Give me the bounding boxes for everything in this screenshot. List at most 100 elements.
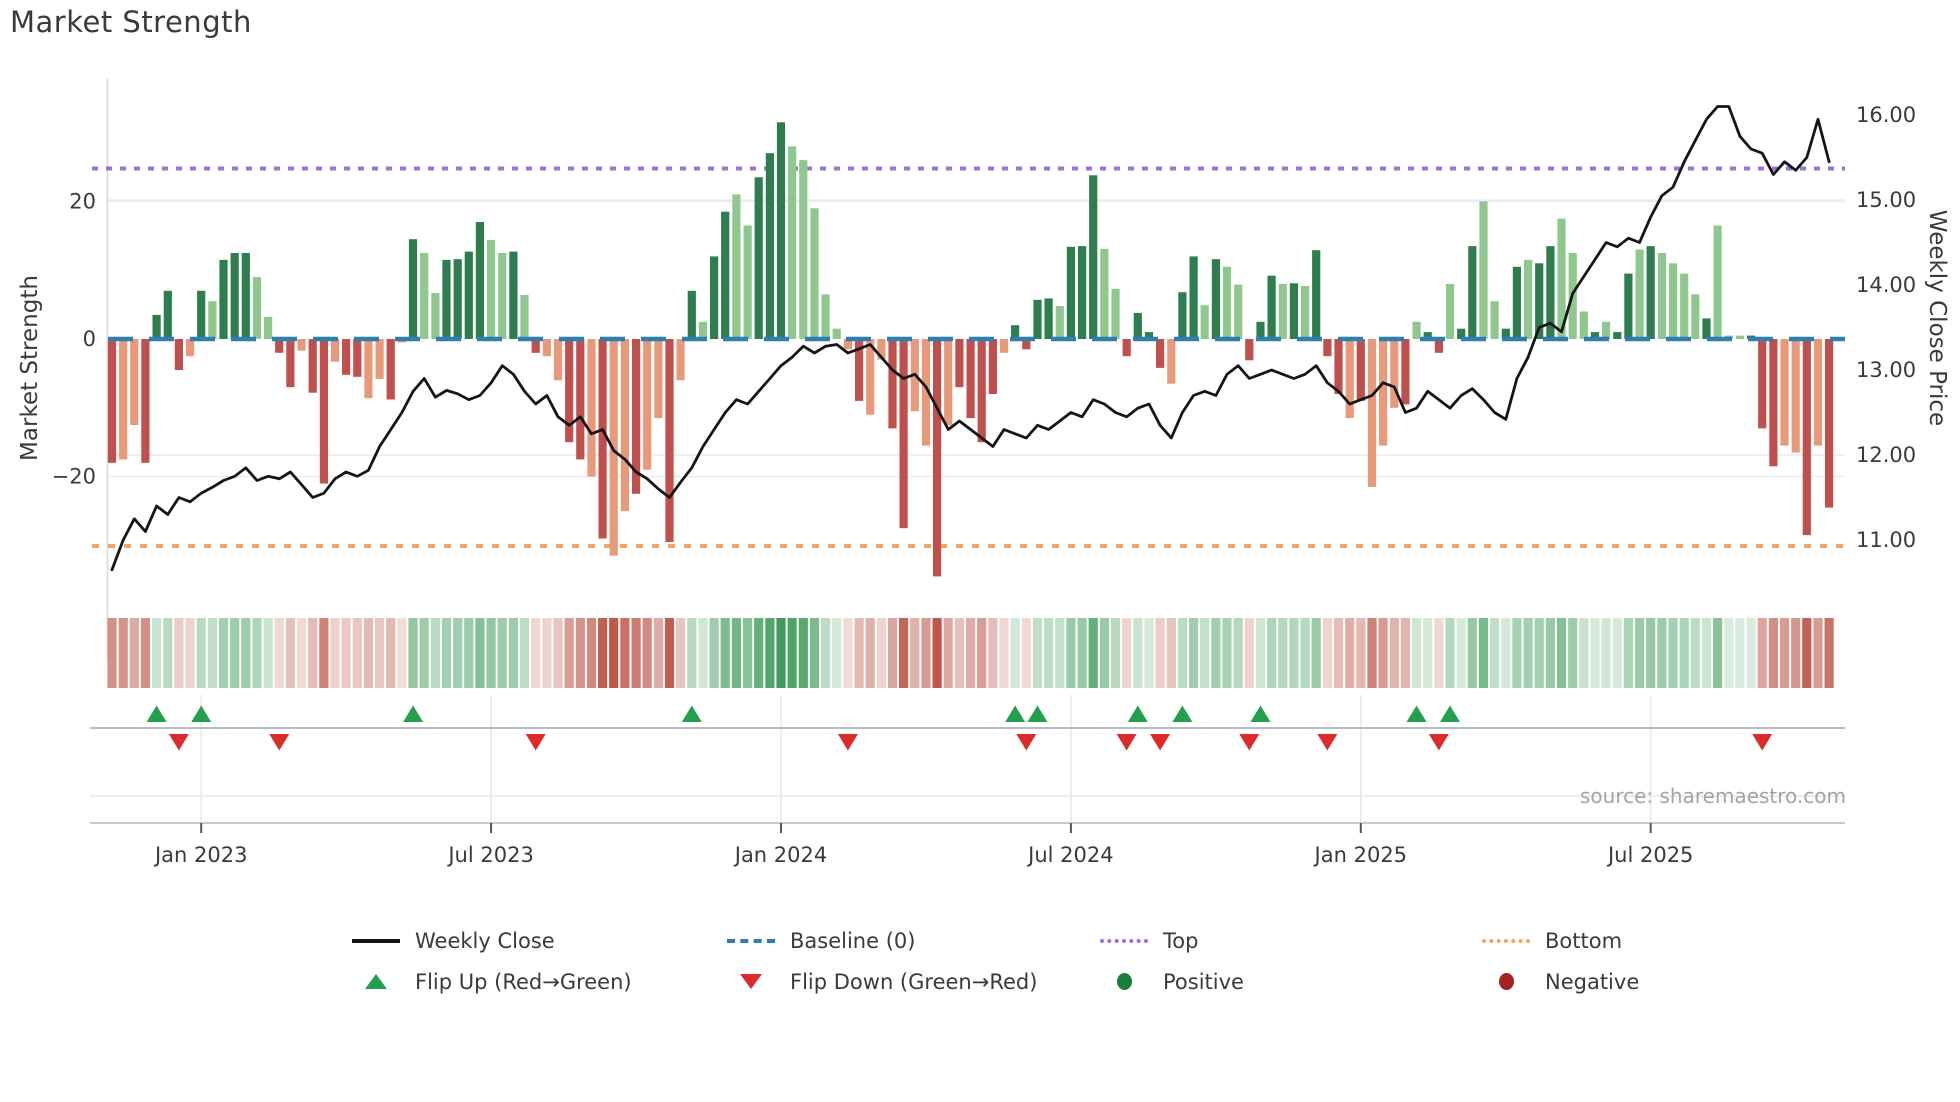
heatmap-cell <box>754 618 764 688</box>
flip-down-icon <box>1317 734 1338 751</box>
left-tick-label: 0 <box>83 327 96 351</box>
strength-bar <box>1791 339 1800 453</box>
heatmap-cell <box>464 618 474 688</box>
strength-bar <box>174 339 183 370</box>
strength-bar <box>1211 259 1220 339</box>
strength-bar <box>1278 284 1287 339</box>
flip-down-icon <box>1150 734 1171 751</box>
heatmap-cell <box>397 618 407 688</box>
heatmap-cell <box>285 618 295 688</box>
heatmap-cell <box>709 618 719 688</box>
strength-bar <box>1680 273 1689 339</box>
strength-bar <box>1535 263 1544 339</box>
heatmap-cell <box>330 618 340 688</box>
heatmap-cell <box>765 618 775 688</box>
legend-label-weekly-close: Weekly Close <box>415 928 555 953</box>
heatmap-cell <box>1055 618 1065 688</box>
heatmap-cell <box>230 618 240 688</box>
legend-label-flip-down: Flip Down (Green→Red) <box>790 969 1038 994</box>
legend-item-top: Top <box>1100 929 1482 953</box>
strength-bar <box>832 328 841 339</box>
strength-bar <box>252 277 262 339</box>
x-tick-label: Jan 2024 <box>733 843 828 867</box>
heatmap-cell <box>999 618 1009 688</box>
heatmap-cell <box>1757 618 1767 688</box>
positive-swatch-icon <box>1100 973 1148 990</box>
heatmap-cell <box>241 618 251 688</box>
legend-item-flip-down: Flip Down (Green→Red) <box>727 970 1100 994</box>
heatmap-cell <box>207 618 217 688</box>
strength-bar <box>1156 339 1165 368</box>
heatmap-cell <box>1345 618 1355 688</box>
heatmap-cell <box>698 618 708 688</box>
strength-bar <box>1813 339 1823 446</box>
strength-bar <box>1167 339 1176 384</box>
heatmap-cell <box>743 618 753 688</box>
strength-bar <box>319 339 328 484</box>
strength-bar <box>1133 312 1142 339</box>
heatmap-cell <box>531 618 541 688</box>
strength-bar <box>933 339 942 577</box>
strength-bar <box>1301 286 1310 339</box>
heatmap-cell <box>419 618 429 688</box>
legend-item-positive: Positive <box>1100 970 1482 994</box>
x-tick-label: Jan 2023 <box>153 843 248 867</box>
strength-bar <box>1780 339 1789 446</box>
strength-bar <box>1345 339 1354 419</box>
heatmap-cell <box>687 618 697 688</box>
heatmap-cell <box>163 618 173 688</box>
heatmap-cell <box>1077 618 1087 688</box>
x-tick-label: Jul 2023 <box>446 843 533 867</box>
heatmap-cell <box>1434 618 1444 688</box>
strength-bar <box>1178 292 1187 339</box>
heatmap-cell <box>1568 618 1578 688</box>
heatmap-cell <box>664 618 675 688</box>
strength-bar <box>776 122 786 339</box>
heatmap-cell <box>1278 618 1288 688</box>
strength-bar <box>1691 294 1700 339</box>
strength-bar <box>1713 225 1722 339</box>
strength-bar <box>308 339 317 393</box>
flip-down-markers <box>168 734 1773 751</box>
legend-item-flip-up: Flip Up (Red→Green) <box>352 970 727 994</box>
strength-bar <box>219 259 228 339</box>
x-tick-label: Jul 2025 <box>1606 843 1693 867</box>
strength-bar <box>264 317 273 339</box>
strength-bar <box>498 253 507 339</box>
strength-bar <box>1668 263 1678 339</box>
flip-up-icon <box>1172 705 1193 722</box>
heatmap-cell <box>575 618 585 688</box>
heatmap-cell <box>609 618 619 688</box>
heatmap-cell <box>352 618 362 688</box>
strength-bar <box>999 339 1009 353</box>
heatmap-cell <box>1166 618 1176 688</box>
strength-bar <box>877 339 886 360</box>
strength-bar <box>866 339 875 415</box>
strength-bar <box>197 290 206 339</box>
strength-bar <box>1022 339 1031 350</box>
strength-bar <box>1579 311 1588 339</box>
heatmap-cell <box>1445 618 1455 688</box>
legend-item-negative: Negative <box>1482 970 1852 994</box>
heatmap-cell <box>1300 618 1310 688</box>
heatmap-cell <box>1612 618 1622 688</box>
heatmap-cell <box>843 618 853 688</box>
right-axis-title: Weekly Close Price <box>1924 209 1950 427</box>
heatmap-cell <box>865 618 875 688</box>
strength-bar <box>353 339 362 377</box>
heatmap-cell <box>731 618 741 688</box>
strength-bar <box>944 339 953 425</box>
heatmap-cell <box>1534 618 1544 688</box>
strength-bar <box>788 146 797 339</box>
strength-bar <box>1825 339 1834 508</box>
heatmap-cell <box>408 618 418 688</box>
strength-bar <box>1758 339 1767 429</box>
heatmap-cell <box>341 618 351 688</box>
heatmap-cell <box>854 618 864 688</box>
strength-bar <box>364 339 373 399</box>
heatmap-cell <box>1222 618 1232 688</box>
heatmap-cell <box>1389 618 1399 688</box>
strength-bar <box>119 339 128 460</box>
heatmap-cell <box>196 618 206 688</box>
